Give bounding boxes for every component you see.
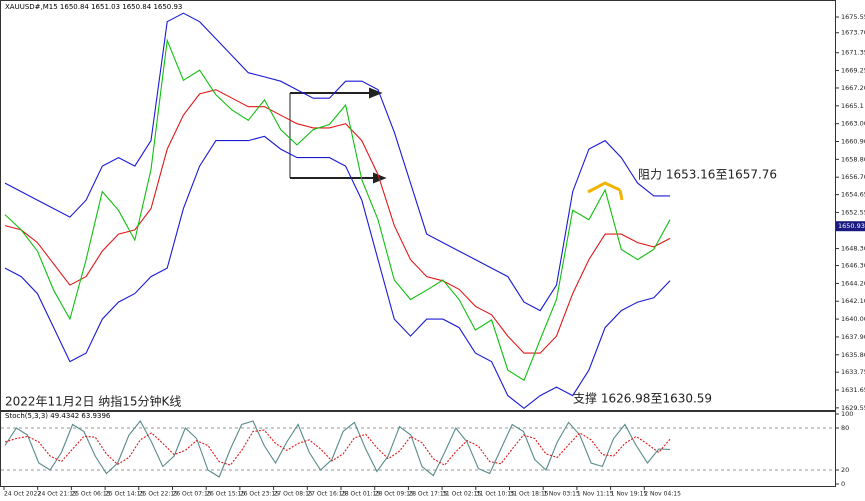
y-tick-label: 1637.90 (841, 333, 865, 341)
y-tick-label: 1673.70 (841, 29, 865, 37)
chart-header: XAUUSD#,M15 1650.84 1651.03 1650.84 1650… (5, 3, 182, 11)
main-frame (0, 0, 836, 411)
y-tick-label: 1648.30 (841, 245, 865, 253)
y-tick-label: 80 (841, 424, 849, 432)
y-tick-label: 1669.25 (841, 67, 865, 75)
x-tick-label: 31 Oct 10:15 (476, 491, 515, 498)
stoch-frame (0, 411, 836, 487)
y-tick-label: 1633.75 (841, 368, 865, 376)
last-price-box (836, 221, 865, 232)
x-tick-label: 27 Oct 08:15 (274, 491, 313, 498)
series-line (4, 429, 671, 466)
y-tick-label: 1642.10 (841, 297, 865, 305)
y-tick-label: 1629.55 (841, 404, 865, 412)
x-tick-label: 28 Oct 01:15 (341, 491, 380, 498)
y-tick-label: 1640.00 (841, 315, 865, 323)
x-tick-label: 25 Oct 22:15 (139, 491, 178, 498)
series-line (4, 420, 671, 478)
x-tick-label: 26 Oct 15:15 (206, 491, 245, 498)
caption: 2022年11月2日 纳指15分钟K线 (5, 394, 181, 409)
y-tick-label: 100 (841, 410, 853, 418)
x-tick-label: 26 Oct 07:15 (173, 491, 212, 498)
series-line (4, 12, 670, 312)
y-tick-label: 20 (841, 466, 849, 474)
y-tick-label: 1665.1 (841, 102, 864, 110)
stoch-header: Stoch(5,3,3) 49.4342 63.9396 (5, 412, 111, 420)
y-tick-label: 1663.00 (841, 120, 865, 128)
x-tick-label: 31 Oct 02:15 (442, 491, 481, 498)
x-tick-label: 24 Oct 2022 (4, 491, 41, 498)
x-tick-label: 28 Oct 17:15 (408, 491, 447, 498)
x-tick-label: 25 Oct 06:15 (71, 491, 110, 498)
x-tick-label: 24 Oct 21:15 (38, 491, 77, 498)
x-tick-label: 31 Oct 18:15 (510, 491, 549, 498)
y-tick-label: 1656.70 (841, 173, 865, 181)
x-tick-label: 1 Nov 03:15 (543, 491, 580, 498)
series-line (4, 135, 671, 409)
y-tick-label: 1660.90 (841, 137, 865, 145)
support-note: 支撑 1626.98至1630.59 (573, 391, 712, 406)
resistance-note: 阻力 1653.16至1657.76 (638, 168, 777, 182)
resistance-arrows (587, 181, 624, 201)
y-tick-label: 1652.55 (841, 208, 865, 216)
y-tick-label: 1671.35 (841, 49, 865, 57)
series-line (4, 38, 671, 382)
last-price-label: 1650.93 (838, 222, 865, 230)
y-tick-label: 1667.20 (841, 84, 865, 92)
y-tick-label: 1675.55 (841, 13, 865, 21)
y-tick-label: 1631.65 (841, 386, 865, 394)
series-line (4, 89, 671, 354)
y-tick-label: 0 (841, 480, 845, 488)
y-tick-label: 1654.65 (841, 191, 865, 199)
support-resistance-arrows (289, 87, 387, 184)
y-tick-label: 1646.30 (841, 262, 865, 270)
y-tick-label: 1644.20 (841, 279, 865, 287)
y-tick-label: 1635.80 (841, 351, 865, 359)
x-tick-label: 25 Oct 14:15 (105, 491, 144, 498)
x-tick-label: 28 Oct 09:15 (375, 491, 414, 498)
x-tick-label: 2 Nov 04:15 (644, 491, 681, 498)
y-tick-label: 1658.80 (841, 155, 865, 163)
x-tick-label: 27 Oct 16:15 (307, 491, 346, 498)
x-tick-label: 1 Nov 11:15 (577, 491, 614, 498)
x-tick-label: 1 Nov 19:15 (611, 491, 648, 498)
x-tick-label: 26 Oct 23:15 (240, 491, 279, 498)
